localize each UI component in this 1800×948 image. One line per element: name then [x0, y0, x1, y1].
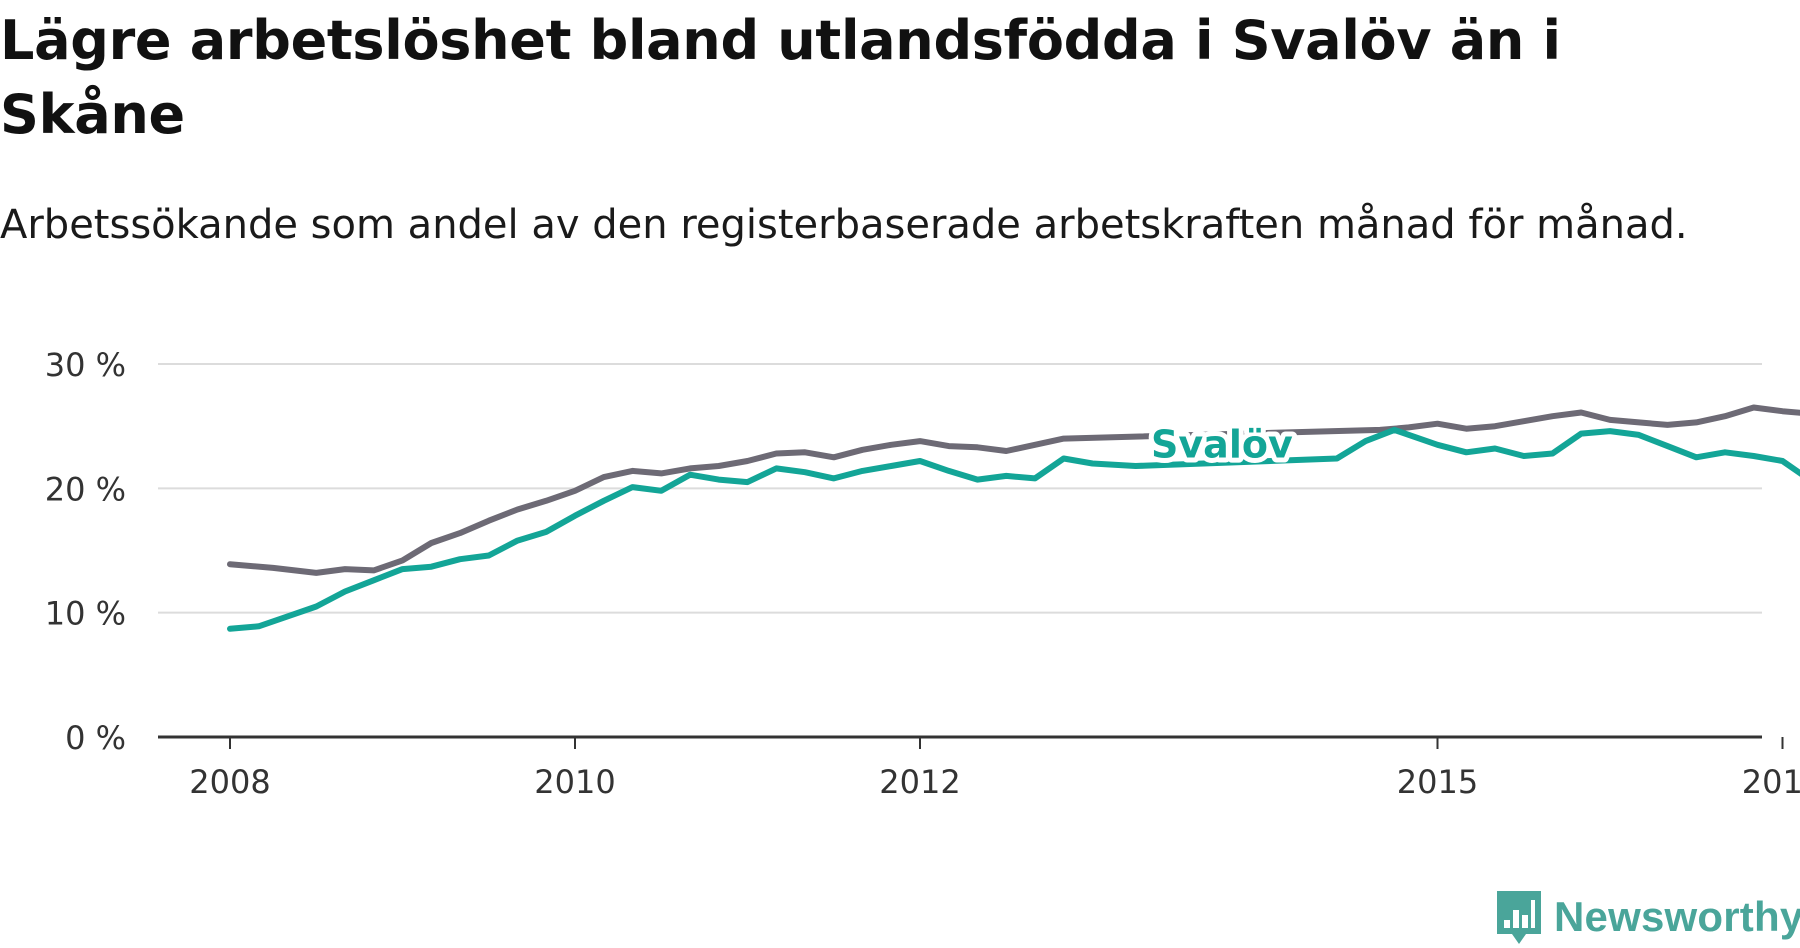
x-tick-label: 2012: [879, 763, 960, 801]
chart-title: Lägre arbetslöshet bland utlandsfödda i …: [0, 9, 1561, 146]
y-tick-label: 10 %: [45, 595, 126, 633]
series-labels: SkåneSvalöv18,8 %13,8 %: [1146, 417, 1298, 471]
x-tick-label: 2008: [189, 763, 270, 801]
series-line-svalv: [227, 426, 1800, 632]
series-line-skne: [227, 404, 1800, 576]
x-tick-label: 2015: [1397, 763, 1478, 801]
series-lines: [227, 404, 1800, 632]
y-tick-label: 0 %: [65, 719, 126, 757]
bar-chart-speech-bubble-icon: [1497, 891, 1541, 944]
x-tick-label: 2010: [534, 763, 615, 801]
chart-subtitle: Arbetssökande som andel av den registerb…: [0, 202, 1688, 248]
series-name-label: Svalöv: [1151, 422, 1293, 466]
axes: 0 %10 %20 %30 %2008201020122015201720202…: [45, 346, 1800, 801]
y-tick-label: 20 %: [45, 470, 126, 508]
y-tick-label: 30 %: [45, 346, 126, 384]
x-tick-label: 2017: [1742, 763, 1800, 801]
newsworthy-logo: Newsworthy: [1494, 888, 1800, 946]
gridlines: [158, 363, 1762, 614]
brand-name: Newsworthy: [1554, 893, 1800, 940]
